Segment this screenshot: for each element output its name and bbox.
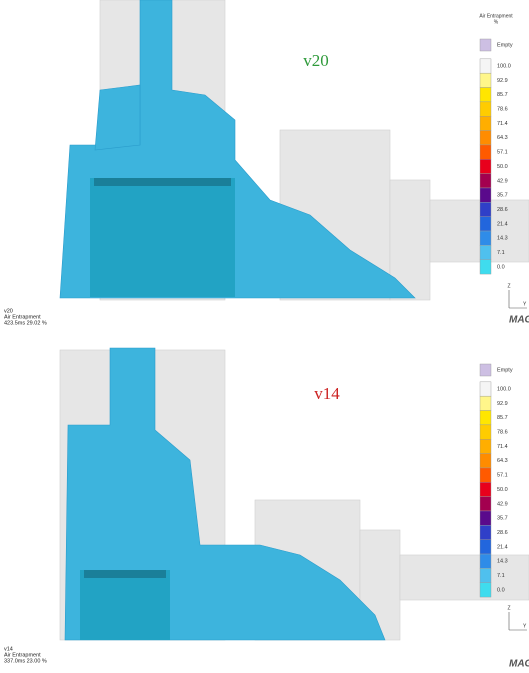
legend-swatch bbox=[480, 73, 491, 87]
legend-swatch bbox=[480, 188, 491, 202]
legend-swatch bbox=[480, 382, 491, 396]
legend-swatch bbox=[480, 511, 491, 525]
legend-label: 100.0 bbox=[497, 63, 511, 69]
legend-label: 92.9 bbox=[497, 401, 508, 407]
core-cylinder bbox=[90, 178, 235, 297]
legend-label: 78.6 bbox=[497, 107, 508, 113]
legend-label: 0.0 bbox=[497, 264, 505, 270]
legend-swatch bbox=[480, 217, 491, 231]
legend-swatch bbox=[480, 454, 491, 468]
legend-label: 85.7 bbox=[497, 415, 508, 421]
legend-label: 71.4 bbox=[497, 444, 508, 450]
legend-swatch bbox=[480, 159, 491, 173]
casting-mold bbox=[400, 555, 529, 600]
legend-label: 42.9 bbox=[497, 501, 508, 507]
legend-swatch bbox=[480, 88, 491, 102]
legend-label: 92.9 bbox=[497, 78, 508, 84]
legend-label: 14.3 bbox=[497, 236, 508, 242]
legend-swatch bbox=[480, 245, 491, 259]
legend-label: 21.4 bbox=[497, 544, 508, 550]
legend-label: 57.1 bbox=[497, 150, 508, 156]
legend-swatch bbox=[480, 482, 491, 496]
legend-swatch bbox=[480, 554, 491, 568]
legend-label: 50.0 bbox=[497, 487, 508, 493]
version-label: v20 bbox=[303, 51, 329, 70]
version-label: v14 bbox=[314, 384, 340, 403]
legend-swatch bbox=[480, 145, 491, 159]
legend-swatch bbox=[480, 260, 491, 274]
legend-swatch bbox=[480, 231, 491, 245]
legend-label: 42.9 bbox=[497, 178, 508, 184]
legend-label: 100.0 bbox=[497, 386, 511, 392]
legend-swatch bbox=[480, 116, 491, 130]
legend-label: 78.6 bbox=[497, 430, 508, 436]
logo: MAGMA bbox=[509, 659, 529, 670]
legend-swatch bbox=[480, 131, 491, 145]
core-top bbox=[94, 178, 231, 186]
legend-label: 14.3 bbox=[497, 559, 508, 565]
legend-label: 21.4 bbox=[497, 221, 508, 227]
legend-swatch bbox=[480, 540, 491, 554]
legend-swatch bbox=[480, 202, 491, 216]
legend-label: 64.3 bbox=[497, 458, 508, 464]
legend-swatch bbox=[480, 568, 491, 582]
screenshot: v20Air Entrapment%Empty100.092.985.778.6… bbox=[0, 0, 529, 673]
legend-swatch bbox=[480, 583, 491, 597]
legend-swatch bbox=[480, 468, 491, 482]
fluid-region bbox=[95, 85, 140, 150]
legend-label: 28.6 bbox=[497, 530, 508, 536]
legend-swatch bbox=[480, 439, 491, 453]
caption-line: 337.0ms 23.00 % bbox=[4, 658, 47, 664]
legend-label: Empty bbox=[497, 367, 513, 373]
legend-label: 0.0 bbox=[497, 587, 505, 593]
legend-swatch bbox=[480, 364, 491, 376]
legend-swatch bbox=[480, 497, 491, 511]
logo: MAGMA bbox=[509, 315, 529, 326]
core-cylinder bbox=[80, 570, 170, 640]
legend-label: 85.7 bbox=[497, 92, 508, 98]
legend-swatch bbox=[480, 396, 491, 410]
axis-label: Y bbox=[523, 623, 527, 629]
legend-swatch bbox=[480, 174, 491, 188]
legend-title: % bbox=[494, 19, 499, 25]
legend-label: 35.7 bbox=[497, 193, 508, 199]
legend-label: Empty bbox=[497, 42, 513, 48]
panel: v14 Empty 100.0 92.9 85.7 78.6 71.4 64.3 57.1 50.… bbox=[4, 348, 529, 670]
legend-swatch bbox=[480, 39, 491, 51]
axis-label: Y bbox=[523, 301, 527, 307]
legend-label: 57.1 bbox=[497, 473, 508, 479]
axis-label: Z bbox=[507, 283, 510, 289]
legend-swatch bbox=[480, 425, 491, 439]
legend-swatch bbox=[480, 102, 491, 116]
core-top bbox=[84, 570, 166, 578]
legend-label: 28.6 bbox=[497, 207, 508, 213]
legend-swatch bbox=[480, 411, 491, 425]
legend-label: 35.7 bbox=[497, 516, 508, 522]
legend-swatch bbox=[480, 59, 491, 73]
legend-label: 64.3 bbox=[497, 135, 508, 141]
legend-swatch bbox=[480, 525, 491, 539]
legend-label: 7.1 bbox=[497, 250, 505, 256]
legend-label: 50.0 bbox=[497, 164, 508, 170]
casting-mold bbox=[430, 200, 529, 262]
caption-line: 423.5ms 29.02 % bbox=[4, 320, 47, 326]
legend-label: 71.4 bbox=[497, 121, 508, 127]
legend-label: 7.1 bbox=[497, 573, 505, 579]
axis-label: Z bbox=[507, 605, 510, 611]
